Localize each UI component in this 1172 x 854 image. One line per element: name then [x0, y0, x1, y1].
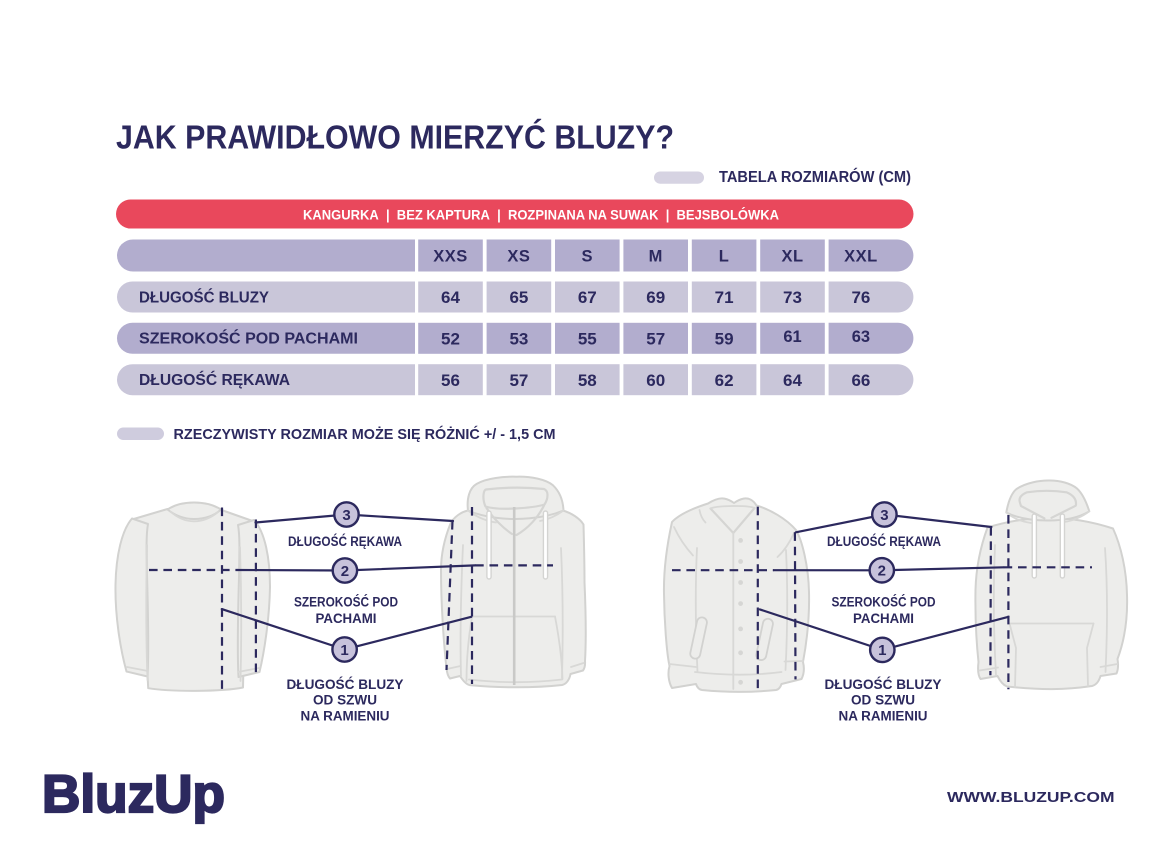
- svg-text:53: 53: [509, 329, 528, 348]
- svg-text:60: 60: [646, 371, 665, 390]
- svg-text:57: 57: [509, 371, 528, 390]
- svg-text:OD SZWU: OD SZWU: [313, 693, 377, 708]
- svg-text:NA RAMIENIU: NA RAMIENIU: [301, 708, 390, 723]
- svg-text:PACHAMI: PACHAMI: [316, 611, 377, 626]
- svg-text:DŁUGOŚĆ BLUZY: DŁUGOŚĆ BLUZY: [139, 288, 270, 306]
- svg-text:XS: XS: [507, 247, 530, 265]
- svg-text:58: 58: [578, 371, 597, 390]
- svg-text:76: 76: [851, 288, 870, 307]
- svg-text:XL: XL: [781, 247, 803, 265]
- svg-text:61: 61: [783, 328, 801, 346]
- svg-text:57: 57: [646, 329, 665, 348]
- svg-text:PACHAMI: PACHAMI: [853, 611, 914, 626]
- svg-text:M: M: [649, 247, 663, 265]
- svg-text:73: 73: [783, 288, 802, 307]
- svg-text:S: S: [582, 247, 594, 265]
- svg-text:55: 55: [578, 329, 597, 348]
- svg-text:2: 2: [341, 563, 349, 580]
- svg-text:56: 56: [441, 371, 460, 390]
- svg-text:52: 52: [441, 329, 460, 348]
- svg-text:DŁUGOŚĆ RĘKAWA: DŁUGOŚĆ RĘKAWA: [139, 371, 290, 389]
- svg-text:64: 64: [441, 288, 460, 307]
- svg-text:XXS: XXS: [433, 247, 468, 265]
- svg-text:62: 62: [715, 371, 734, 390]
- svg-text:SZEROKOŚĆ POD: SZEROKOŚĆ POD: [294, 595, 398, 610]
- svg-text:NA RAMIENIU: NA RAMIENIU: [839, 708, 928, 723]
- svg-text:RZECZYWISTY ROZMIAR MOŻE SIĘ R: RZECZYWISTY ROZMIAR MOŻE SIĘ RÓŻNIĆ +/ -…: [174, 425, 556, 443]
- svg-text:TABELA ROZMIARÓW (CM): TABELA ROZMIARÓW (CM): [719, 168, 911, 186]
- svg-text:JAK PRAWIDŁOWO MIERZYĆ BLUZY?: JAK PRAWIDŁOWO MIERZYĆ BLUZY?: [116, 119, 674, 157]
- svg-text:67: 67: [578, 288, 597, 307]
- svg-text:59: 59: [715, 329, 734, 348]
- svg-text:3: 3: [342, 507, 350, 524]
- svg-text:SZEROKOŚĆ POD: SZEROKOŚĆ POD: [832, 595, 936, 610]
- svg-text:DŁUGOŚĆ RĘKAWA: DŁUGOŚĆ RĘKAWA: [827, 534, 941, 549]
- svg-text:1: 1: [878, 642, 886, 659]
- svg-text:2: 2: [878, 563, 886, 580]
- svg-text:63: 63: [852, 328, 870, 346]
- svg-text:XXL: XXL: [844, 247, 878, 265]
- svg-text:BluzUp: BluzUp: [42, 765, 225, 824]
- svg-text:71: 71: [715, 288, 734, 307]
- svg-text:DŁUGOŚĆ RĘKAWA: DŁUGOŚĆ RĘKAWA: [288, 534, 402, 549]
- svg-text:DŁUGOŚĆ BLUZY: DŁUGOŚĆ BLUZY: [287, 677, 404, 692]
- svg-text:SZEROKOŚĆ POD PACHAMI: SZEROKOŚĆ POD PACHAMI: [139, 330, 358, 348]
- svg-text:DŁUGOŚĆ BLUZY: DŁUGOŚĆ BLUZY: [825, 677, 942, 692]
- svg-text:64: 64: [783, 371, 802, 390]
- svg-text:WWW.BLUZUP.COM: WWW.BLUZUP.COM: [947, 789, 1115, 806]
- svg-text:KANGURKA | BEZ KAPTURA | R: KANGURKA | BEZ KAPTURA | ROZPINANA NA SU…: [303, 206, 779, 223]
- svg-text:OD SZWU: OD SZWU: [851, 693, 915, 708]
- svg-text:1: 1: [340, 642, 348, 659]
- svg-text:69: 69: [646, 288, 665, 307]
- svg-text:L: L: [719, 247, 730, 265]
- svg-text:65: 65: [509, 288, 528, 307]
- svg-text:66: 66: [851, 371, 870, 390]
- svg-text:3: 3: [880, 507, 888, 524]
